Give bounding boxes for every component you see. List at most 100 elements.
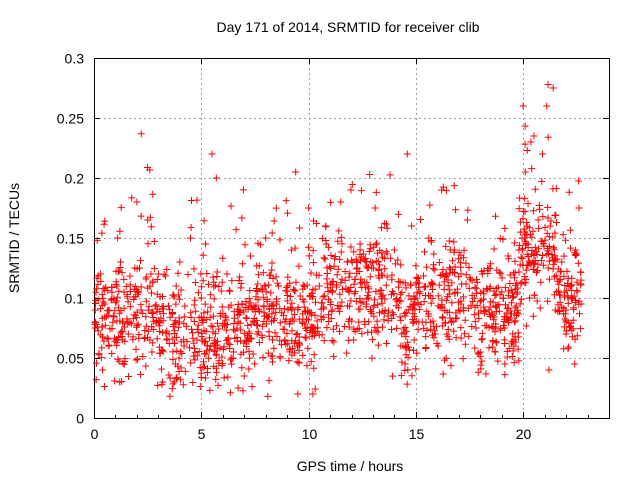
data-point [190, 265, 198, 273]
data-point [194, 321, 202, 329]
data-point [361, 284, 369, 292]
data-point [273, 333, 281, 341]
data-point [450, 182, 458, 190]
data-point [244, 321, 252, 329]
data-point [286, 346, 294, 354]
data-point [577, 280, 585, 288]
data-point [212, 375, 220, 383]
data-point [156, 327, 164, 335]
data-point [408, 372, 416, 380]
data-point [544, 80, 552, 88]
data-point [146, 213, 154, 221]
data-point [280, 326, 288, 334]
data-point [361, 320, 369, 328]
data-point [506, 314, 514, 322]
data-point [364, 292, 372, 300]
data-point [116, 227, 124, 235]
data-point [108, 283, 116, 291]
data-point [332, 283, 340, 291]
data-point [255, 271, 263, 279]
data-point [533, 297, 541, 305]
data-point [381, 306, 389, 314]
data-point [573, 278, 581, 286]
data-point [575, 310, 583, 318]
data-point [492, 308, 500, 316]
data-point [549, 84, 557, 92]
data-point [150, 265, 158, 273]
data-point [166, 306, 174, 314]
data-point [517, 218, 525, 226]
data-point [131, 282, 139, 290]
data-point [205, 354, 213, 362]
data-point [113, 339, 121, 347]
data-point [227, 301, 235, 309]
data-point [200, 309, 208, 317]
data-point [390, 311, 398, 319]
data-point [243, 314, 251, 322]
data-point [370, 296, 378, 304]
data-point [405, 292, 413, 300]
data-point [397, 297, 405, 305]
data-point [190, 339, 198, 347]
data-point [200, 217, 208, 225]
data-point [272, 273, 280, 281]
data-point [543, 102, 551, 110]
data-point [265, 332, 273, 340]
data-point [571, 249, 579, 257]
data-point [499, 294, 507, 302]
data-point [439, 266, 447, 274]
data-point [549, 244, 557, 252]
data-point [157, 365, 165, 373]
data-point [239, 387, 247, 395]
data-point [310, 351, 318, 359]
data-point [223, 270, 231, 278]
data-point [257, 285, 265, 293]
data-point [280, 337, 288, 345]
data-point [473, 278, 481, 286]
data-point [345, 323, 353, 331]
data-point [436, 271, 444, 279]
data-point [241, 241, 249, 249]
data-point [99, 298, 107, 306]
data-point [133, 355, 141, 363]
data-point [284, 273, 292, 281]
data-point [327, 315, 335, 323]
data-point [149, 308, 157, 316]
data-point [378, 249, 386, 257]
data-point [336, 290, 344, 298]
data-point [363, 295, 371, 303]
data-point [538, 251, 546, 259]
data-point [191, 356, 199, 364]
data-point [125, 372, 133, 380]
data-point [383, 220, 391, 228]
data-point [338, 298, 346, 306]
data-point [383, 273, 391, 281]
data-point [343, 302, 351, 310]
data-point [233, 333, 241, 341]
data-point [411, 306, 419, 314]
data-point [392, 296, 400, 304]
data-point [113, 293, 121, 301]
data-point [369, 259, 377, 267]
data-point [464, 206, 472, 214]
data-point [412, 365, 420, 373]
data-point [336, 327, 344, 335]
data-point [117, 204, 125, 212]
data-point [98, 290, 106, 298]
data-point [427, 299, 435, 307]
data-point [239, 186, 247, 194]
data-point [496, 325, 504, 333]
data-point [519, 215, 527, 223]
data-point [465, 264, 473, 272]
data-point [521, 122, 529, 130]
data-point [219, 345, 227, 353]
data-point [573, 286, 581, 294]
data-point [351, 275, 359, 283]
data-point [529, 312, 537, 320]
data-point [560, 272, 568, 280]
data-point [358, 330, 366, 338]
data-point [327, 198, 335, 206]
data-point [422, 333, 430, 341]
data-point [211, 281, 219, 289]
data-point [511, 257, 519, 265]
